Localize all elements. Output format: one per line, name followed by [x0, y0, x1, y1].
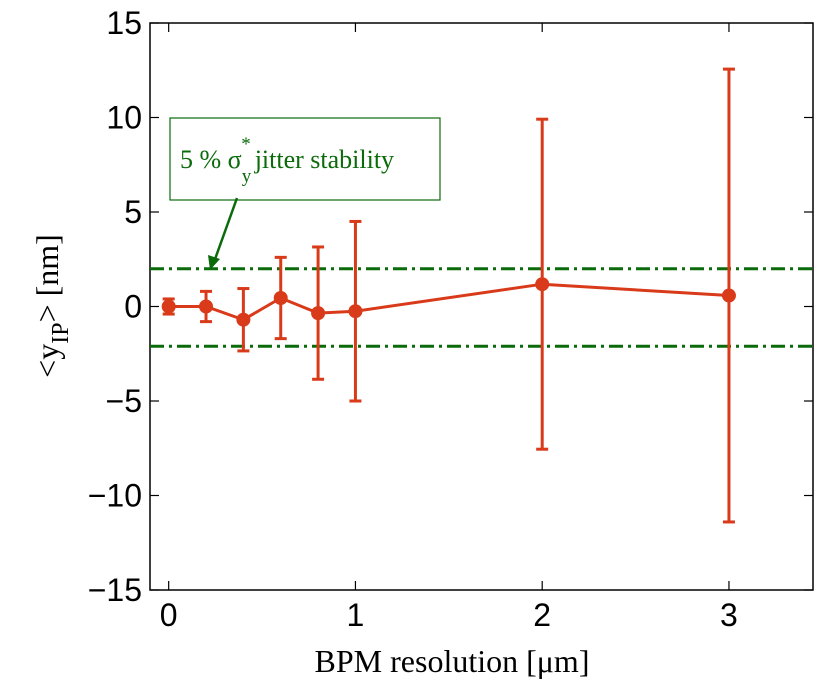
annotation-sup: *: [241, 134, 251, 155]
data-point: [161, 299, 176, 314]
x-tick-label: 0: [160, 597, 178, 633]
annotation-sub: y: [242, 166, 252, 187]
annotation-arrow: [212, 197, 239, 263]
annotation-box: [169, 117, 441, 201]
annotation-tail: jitter stability: [254, 145, 394, 174]
data-line: [168, 282, 730, 322]
x-tick-label: 1: [347, 597, 365, 633]
y-tick-label: 10: [106, 100, 142, 136]
x-tick-label: 2: [533, 597, 551, 633]
arrow-head: [208, 255, 220, 270]
data-point: [273, 290, 288, 305]
data-point: [348, 304, 363, 319]
annotation: 5 % σy *jitter stability: [180, 134, 394, 187]
y-tick-label: −15: [88, 572, 142, 608]
y-tick-label: 0: [124, 289, 142, 325]
x-tick-label: 3: [720, 597, 738, 633]
data-point: [199, 299, 214, 314]
y-label-tail: > [nm]: [29, 234, 65, 322]
y-tick-label: 15: [106, 5, 142, 41]
data-point: [721, 288, 736, 303]
data-point: [236, 312, 251, 327]
annotation-main: 5 % σ: [180, 145, 242, 174]
data-point: [311, 306, 326, 321]
y-tick-label: −5: [106, 383, 142, 419]
y-label-main: <y: [29, 344, 65, 378]
plot-frame: [149, 22, 814, 591]
x-axis-label: BPM resolution [μm]: [315, 643, 590, 679]
plot-area: −15 −10 −5 0 5 10 15 0 1 2 3: [88, 5, 814, 633]
data-point: [535, 277, 550, 292]
y-tick-label: 5: [124, 194, 142, 230]
y-axis-label: <yIP> [nm]: [29, 234, 74, 378]
y-tick-label: −10: [88, 478, 142, 514]
y-label-sub: IP: [48, 322, 74, 343]
